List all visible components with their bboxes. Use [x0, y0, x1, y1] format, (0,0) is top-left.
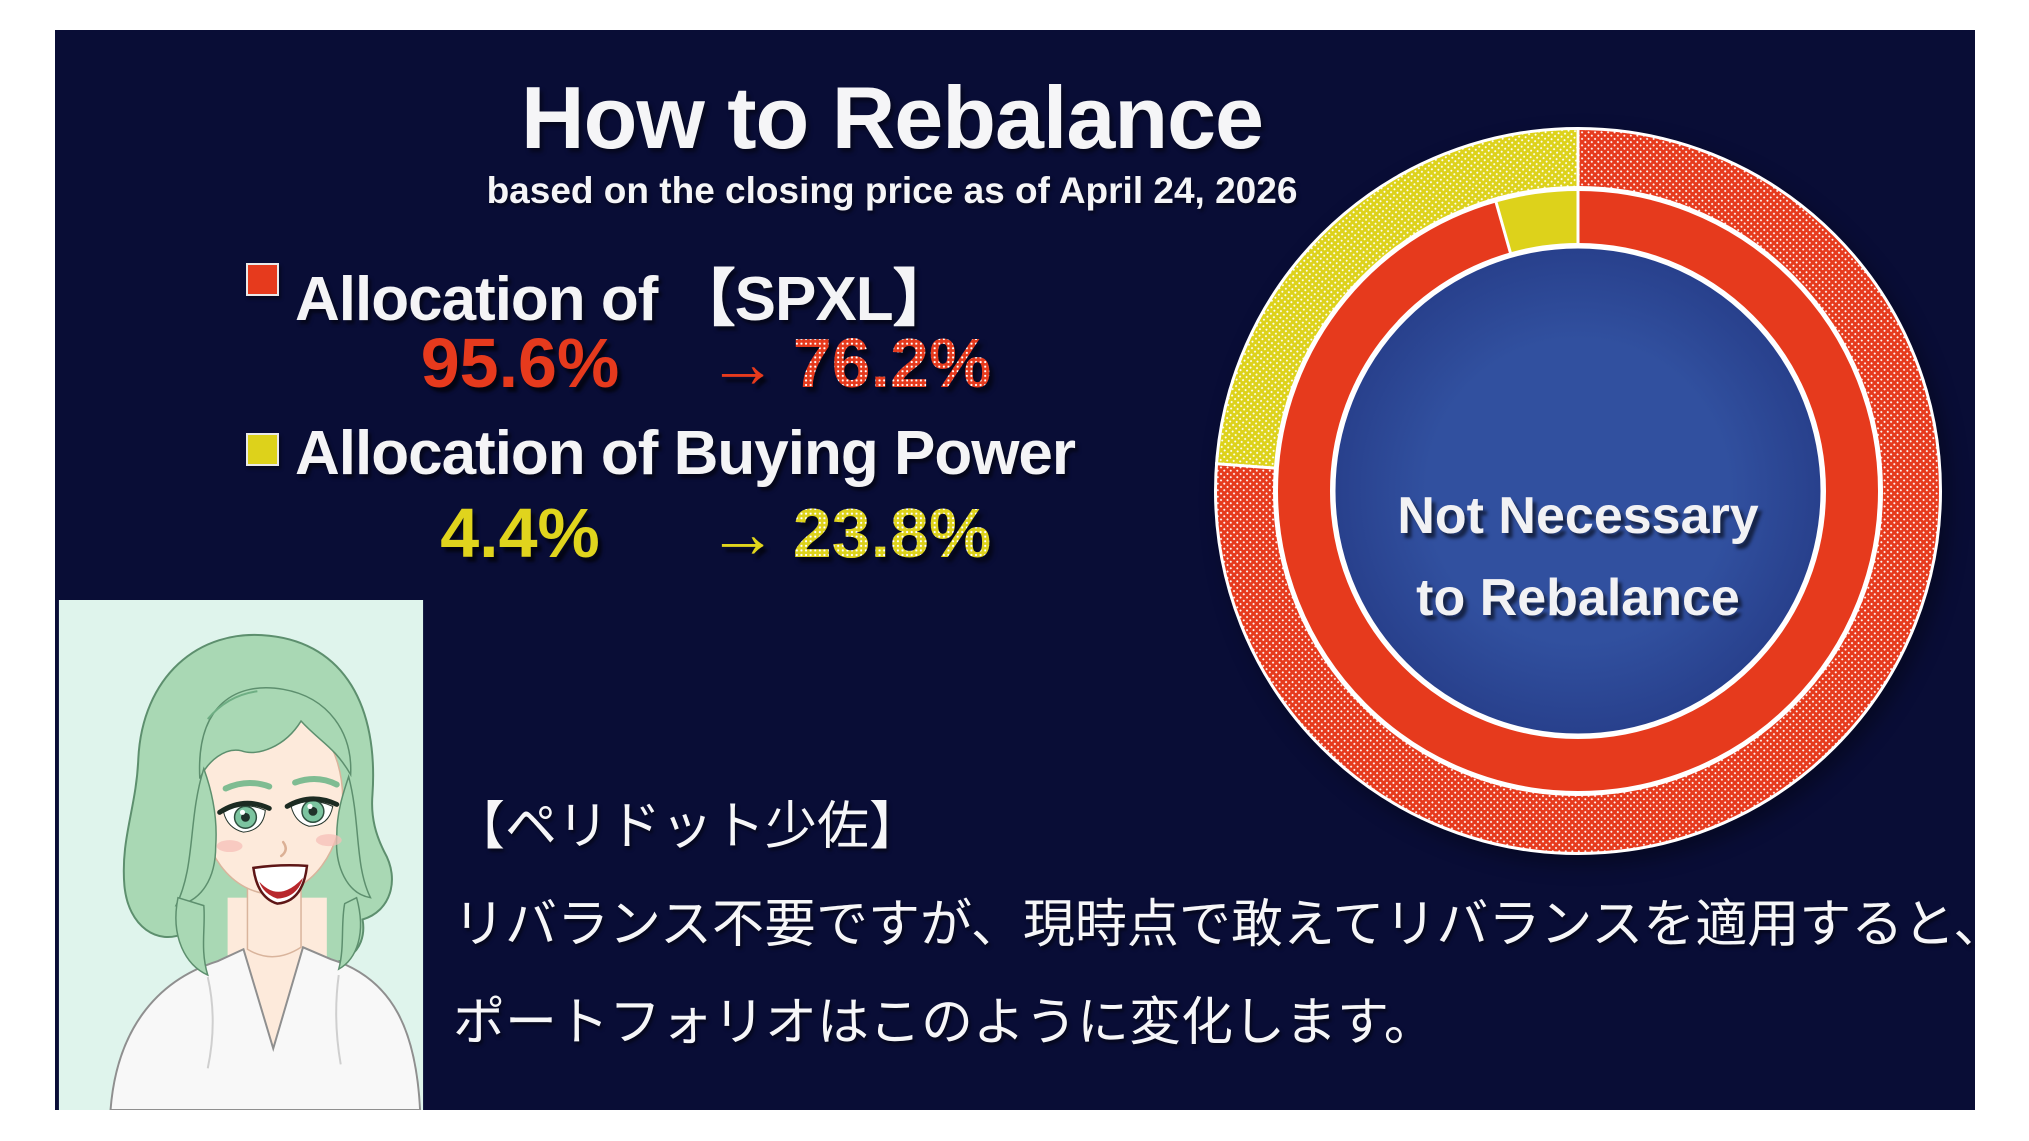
avatar-hair-lock-left: [174, 766, 217, 907]
buying-power-before-value: 4.4%: [440, 494, 600, 572]
buying-power-arrow-icon: →: [707, 494, 778, 572]
spxl-before-value: 95.6%: [420, 324, 620, 402]
donut-outer-ring: [1214, 127, 1942, 855]
avatar-hair-front-right: [337, 896, 362, 971]
donut-inner-ring: [1275, 188, 1881, 794]
legend-label-buying-power: Allocation of Buying Power: [295, 419, 1076, 488]
avatar-hair-detail: [206, 690, 258, 720]
page-subtitle: based on the closing price as of April 2…: [486, 170, 1298, 212]
avatar-eye-left: [217, 800, 272, 833]
legend-label-spxl: Allocation of 【SPXL】: [295, 265, 955, 334]
caption-block: 【ペリドット少佐】 リバランス不要ですが、現時点で敢えてリバランスを適用すると、…: [453, 778, 2006, 1072]
legend-chip-buying-power: [246, 433, 279, 466]
spxl-arrow-icon: →: [707, 324, 778, 402]
caption-line-1: リバランス不要ですが、現時点で敢えてリバランスを適用すると、: [453, 896, 2006, 954]
avatar-mouth: [252, 864, 309, 905]
avatar-hair-front-left: [175, 896, 209, 977]
avatar-clothing-fold-right: [335, 974, 342, 1065]
slide-background: How to Rebalance based on the closing pr…: [55, 30, 2005, 1110]
avatar-nose: [279, 840, 287, 858]
avatar-top-clothing: [109, 945, 422, 1110]
inner-ring-separator-split: [1493, 199, 1513, 257]
avatar-illustration: [58, 600, 424, 1110]
avatar-eyebrow-left: [222, 780, 273, 792]
avatar-eye-right: [284, 796, 340, 827]
outer-ring-separator-split: [1214, 462, 1277, 470]
avatar-hair-lock-right: [335, 773, 372, 899]
legend-chip-spxl: [246, 263, 279, 296]
legend-values-buying-power: 4.4% → 23.8%: [55, 493, 1155, 573]
page-title: How to Rebalance: [521, 68, 1264, 167]
caption-speaker: 【ペリドット少佐】: [453, 798, 922, 856]
donut-center-circle: [1332, 245, 1824, 737]
legend-values-spxl: 95.6% → 76.2%: [55, 323, 1155, 403]
caption-line-2: ポートフォリオはこのように変化します。: [453, 994, 1436, 1052]
avatar-blush-right: [315, 834, 342, 847]
avatar-eyebrow-right: [292, 776, 340, 788]
avatar-clothing-fold-left: [206, 976, 214, 1069]
slide-header: How to Rebalance based on the closing pr…: [192, 68, 1592, 212]
spxl-after-value: 76.2%: [767, 323, 1017, 403]
buying-power-after-value: 23.8%: [767, 493, 1017, 573]
avatar-blush-left: [216, 840, 243, 853]
avatar-hair-fringe: [198, 687, 352, 779]
allocation-donut-chart: [1214, 127, 1942, 855]
